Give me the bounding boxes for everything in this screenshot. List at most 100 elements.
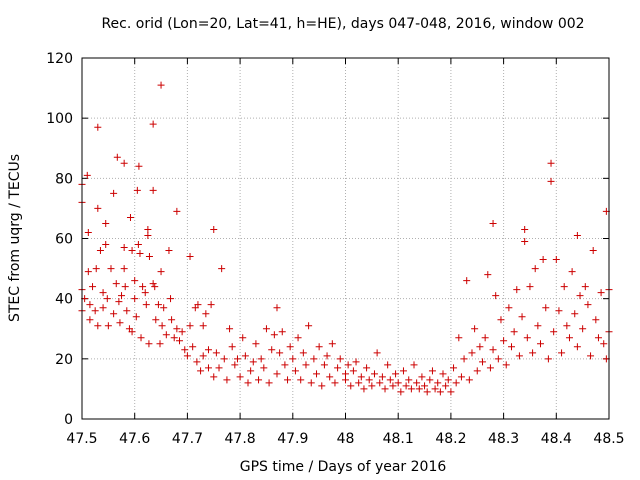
data-point [352, 358, 360, 366]
x-tick-label: 48.2 [435, 431, 466, 447]
data-point [592, 316, 600, 324]
x-tick-label: 47.8 [225, 431, 256, 447]
y-tick-label: 0 [64, 412, 73, 428]
tick-labels: 47.5 47.6 47.7 47.8 47.9 48 48.1 48.2 48.3 48.4 48… [46, 51, 624, 447]
x-tick-label: 48 [337, 431, 355, 447]
data-point [210, 373, 218, 381]
data-point [386, 376, 394, 384]
data-point [273, 370, 281, 378]
data-point [260, 364, 268, 372]
data-point [518, 313, 526, 321]
data-point [547, 159, 555, 167]
data-point [121, 283, 129, 291]
data-point [197, 367, 205, 375]
data-point [568, 268, 576, 276]
data-point [145, 340, 153, 348]
data-point [484, 271, 492, 279]
data-point [135, 162, 143, 170]
data-point [334, 364, 342, 372]
data-point [268, 346, 276, 354]
x-tick-label: 48.5 [593, 431, 624, 447]
data-point [539, 256, 547, 264]
data-point [378, 373, 386, 381]
data-point [210, 225, 218, 233]
data-point [94, 204, 102, 212]
data-point [239, 334, 247, 342]
data-point [555, 307, 563, 315]
data-point [276, 349, 284, 357]
data-point [497, 316, 505, 324]
data-point [402, 382, 410, 390]
data-point [160, 304, 168, 312]
data-point [152, 316, 160, 324]
data-point [158, 322, 166, 330]
chart-title: Rec. orid (Lon=20, Lat=41, h=HE), days 0… [101, 16, 584, 32]
data-point [86, 316, 94, 324]
data-point [94, 322, 102, 330]
data-point [118, 292, 126, 300]
data-point [486, 364, 494, 372]
data-point [365, 376, 373, 384]
data-point [249, 358, 257, 366]
data-point [581, 283, 589, 291]
data-point [489, 219, 497, 227]
data-point [115, 298, 123, 306]
data-point [476, 343, 484, 351]
x-tick-label: 47.5 [66, 431, 97, 447]
data-point [110, 189, 118, 197]
data-point [167, 295, 175, 303]
data-point [479, 358, 487, 366]
data-point [247, 367, 255, 375]
data-point [170, 334, 178, 342]
data-point [531, 265, 539, 273]
data-point [199, 352, 207, 360]
data-point [120, 265, 128, 273]
data-point [447, 388, 455, 396]
data-point [368, 382, 376, 390]
data-point [252, 340, 260, 348]
data-point [560, 283, 568, 291]
data-point [468, 349, 476, 357]
data-point [473, 367, 481, 375]
data-point [421, 382, 429, 390]
data-point [168, 316, 176, 324]
data-point [450, 364, 458, 372]
data-point [92, 265, 100, 273]
data-point [139, 283, 147, 291]
data-point [186, 253, 194, 261]
data-point [552, 256, 560, 264]
data-point [123, 307, 131, 315]
data-point [149, 280, 157, 288]
data-point [494, 355, 502, 363]
data-point [320, 361, 328, 369]
data-point [228, 343, 236, 351]
data-point [189, 343, 197, 351]
data-point [136, 250, 144, 258]
data-point [544, 355, 552, 363]
data-point [563, 322, 571, 330]
data-point [521, 225, 529, 233]
data-point [576, 292, 584, 300]
data-point [434, 379, 442, 387]
data-point [297, 376, 305, 384]
data-point [137, 334, 145, 342]
data-point [157, 268, 165, 276]
data-point [104, 322, 112, 330]
data-point [536, 340, 544, 348]
data-point [226, 325, 234, 333]
data-point [465, 376, 473, 384]
data-point [307, 379, 315, 387]
data-point [565, 334, 573, 342]
data-point [215, 364, 223, 372]
data-point [584, 301, 592, 309]
data-point [436, 388, 444, 396]
data-point [457, 373, 465, 381]
data-point [313, 370, 321, 378]
data-point [149, 120, 157, 128]
data-point [442, 382, 450, 390]
x-axis-label: GPS time / Days of year 2016 [240, 459, 447, 475]
data-point [223, 376, 231, 384]
data-point [328, 340, 336, 348]
